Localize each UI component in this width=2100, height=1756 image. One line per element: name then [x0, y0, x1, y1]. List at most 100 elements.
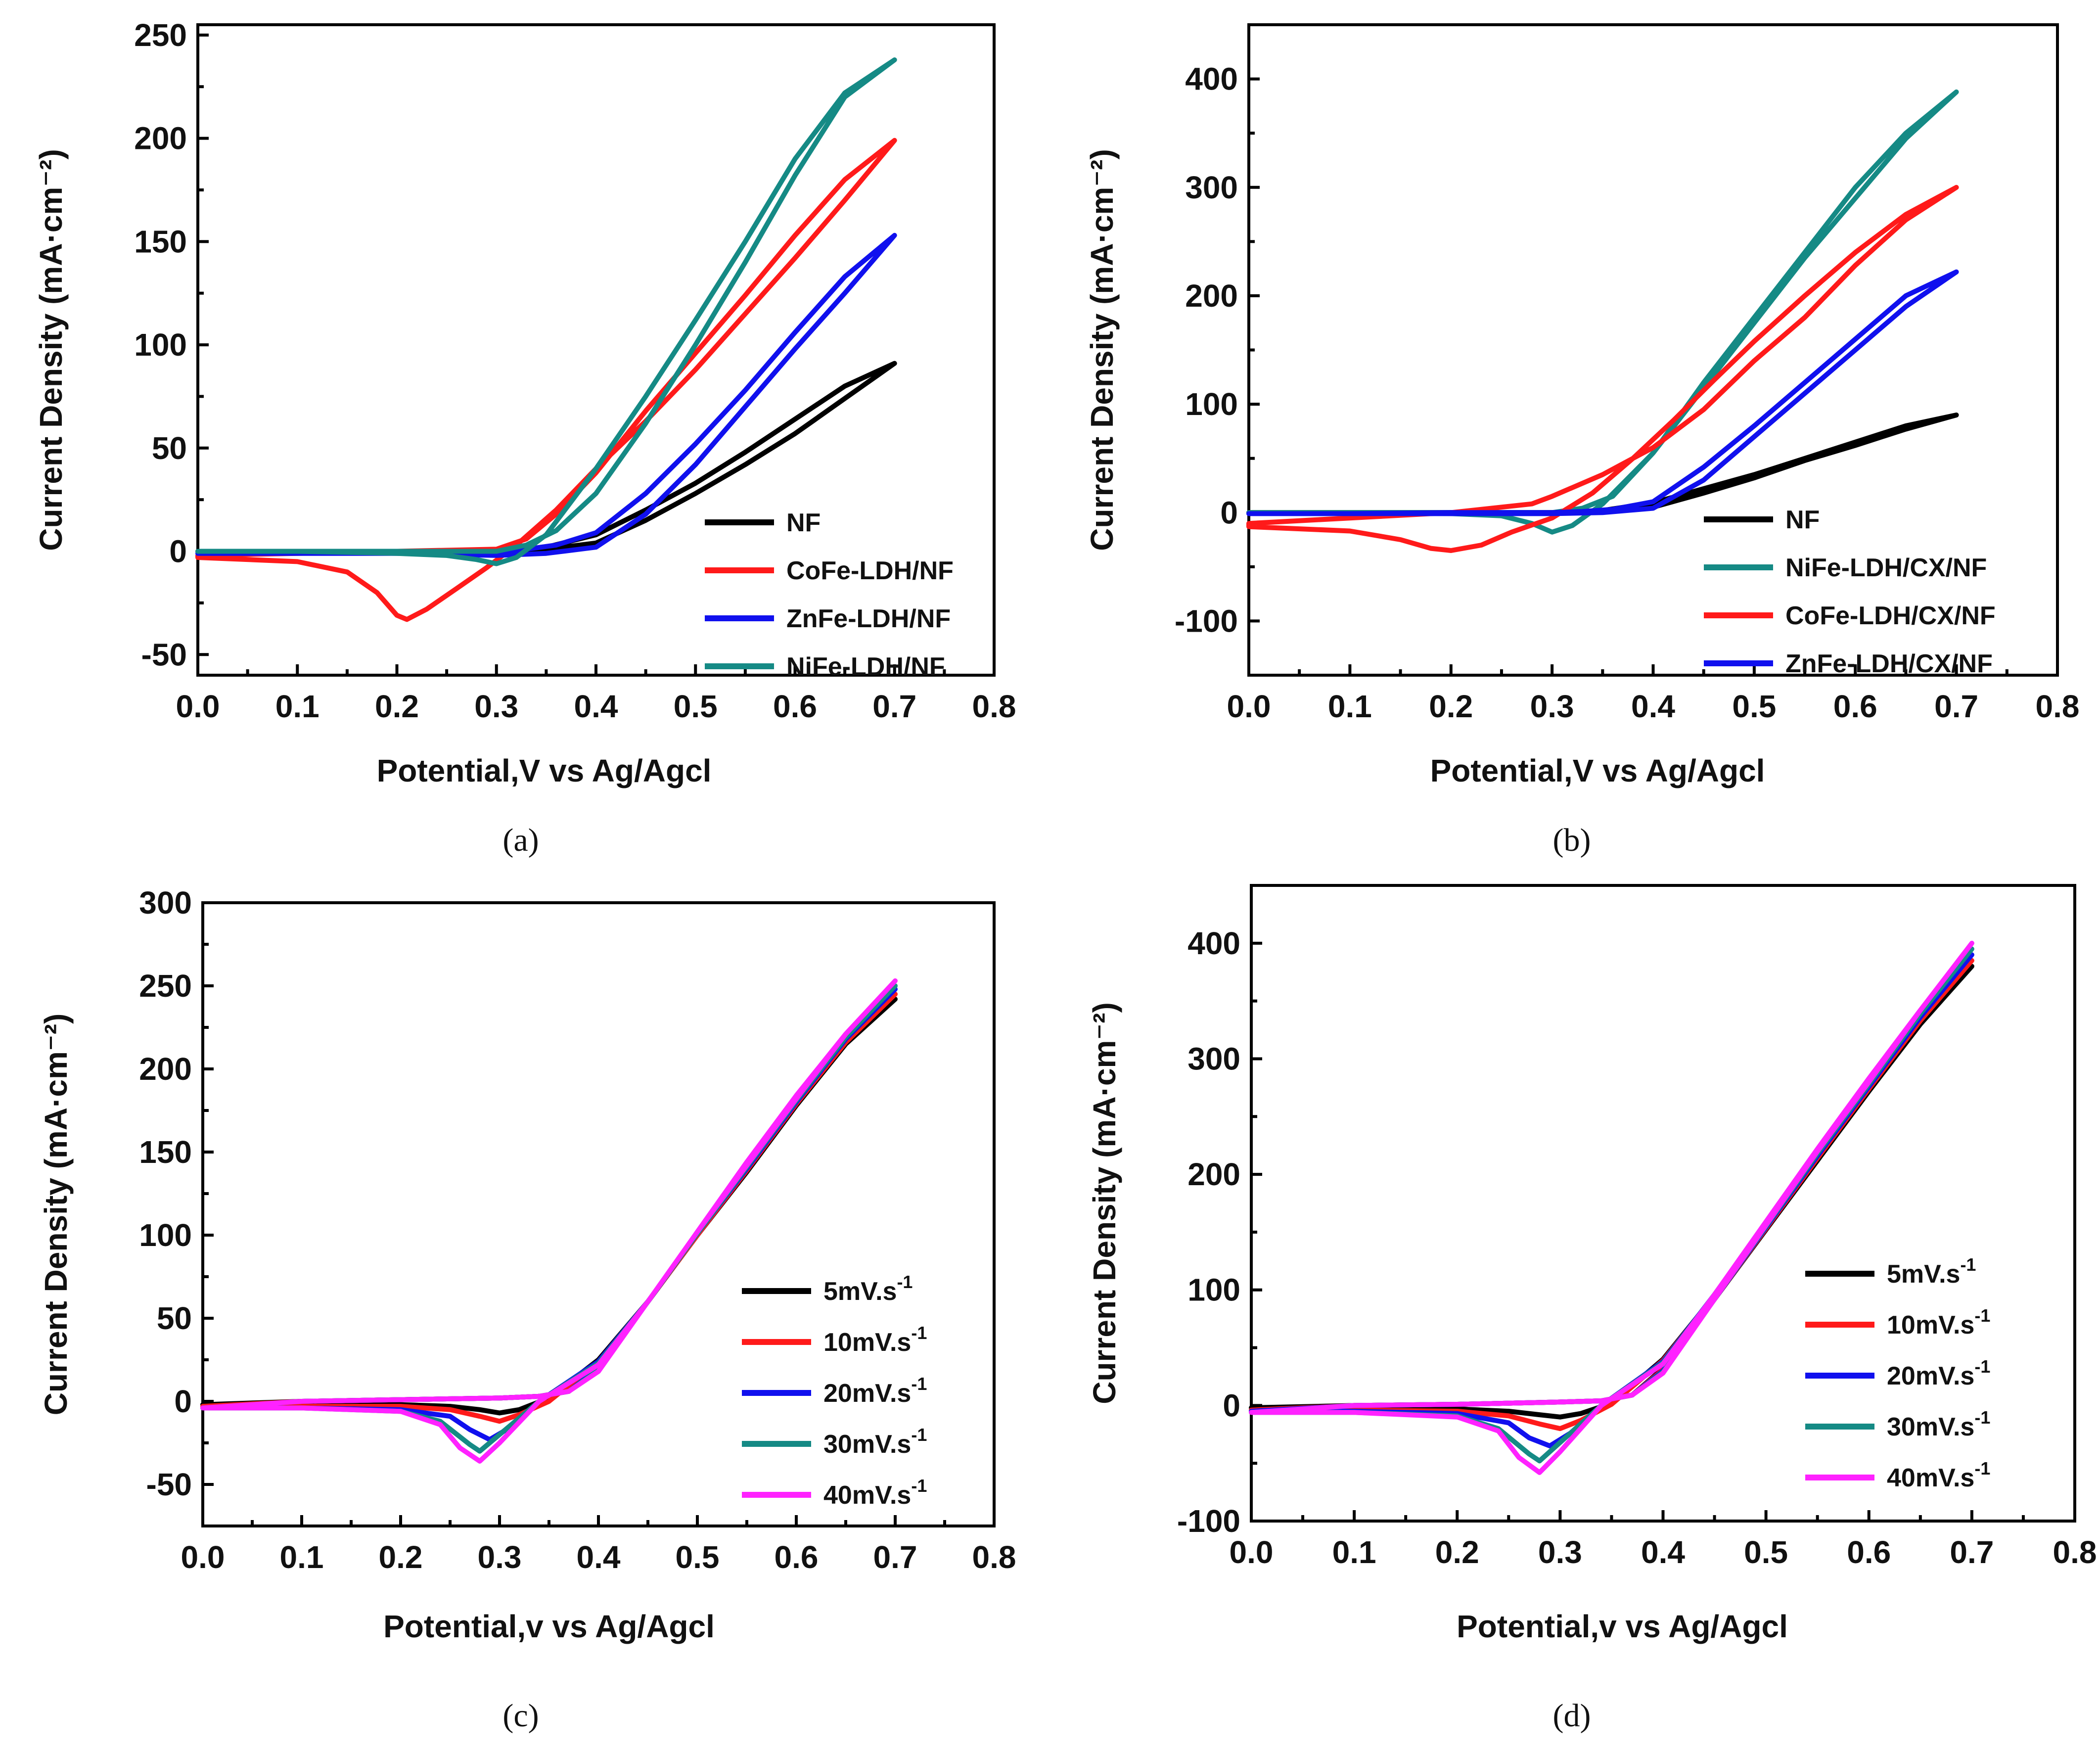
y-tick-label: 200: [134, 121, 187, 156]
y-tick-label: 50: [152, 430, 187, 466]
x-tick-label: 0.1: [1332, 1534, 1376, 1570]
x-tick-label: 0.5: [674, 689, 718, 724]
x-tick-label: 0.3: [1530, 689, 1574, 724]
legend-label: 5mV.s-1: [823, 1272, 913, 1306]
y-tick-label: 0: [174, 1384, 192, 1419]
x-tick-label: 0.5: [1744, 1534, 1788, 1570]
legend-label-superscript: -1: [1974, 1305, 1990, 1326]
legend-label-superscript: -1: [911, 1323, 927, 1343]
x-tick-label: 0.6: [773, 689, 817, 724]
y-tick-label: -100: [1177, 1503, 1240, 1539]
panel-caption: (d): [1553, 1698, 1591, 1734]
y-tick-label: 100: [139, 1217, 192, 1253]
series-line-nife-ldh-nf: [195, 57, 897, 566]
legend-label: NiFe-LDH/NF: [786, 652, 945, 681]
legend-label-text: ZnFe-LDH/NF: [786, 604, 951, 633]
legend-label: 10mV.s-1: [823, 1323, 927, 1357]
legend-label-superscript: -1: [1974, 1458, 1990, 1479]
x-tick-label: 0.1: [1328, 689, 1372, 724]
legend-label-text: NF: [1785, 506, 1820, 534]
legend-label-superscript: -1: [911, 1425, 927, 1445]
panel-caption: (c): [502, 1698, 539, 1734]
x-tick-label: 0.4: [1631, 689, 1675, 724]
legend-label-text: CoFe-LDH/CX/NF: [1785, 601, 1996, 630]
x-tick-label: 0.1: [275, 689, 320, 724]
legend-label-superscript: -1: [1974, 1356, 1990, 1377]
x-tick-label: 0.2: [1429, 689, 1473, 724]
y-tick-label: -50: [146, 1467, 192, 1502]
x-tick-label: 0.4: [577, 1539, 621, 1575]
x-axis-title: Potential,v vs Ag/Agcl: [383, 1609, 715, 1644]
series-line-10mv-s: [1249, 958, 1974, 1432]
legend-label: 20mV.s-1: [823, 1374, 927, 1408]
y-axis-title: Current Density (mA·cm⁻²): [38, 1014, 74, 1416]
legend-label: 20mV.s-1: [1887, 1356, 1990, 1390]
y-tick-label: -50: [141, 637, 187, 672]
legend-label-superscript: -1: [911, 1476, 927, 1496]
x-tick-label: 0.0: [1230, 1534, 1274, 1570]
legend-label-text: 30mV.s: [823, 1430, 911, 1459]
x-tick-label: 0.0: [176, 689, 220, 724]
legend-label: 30mV.s-1: [1887, 1407, 1990, 1441]
legend-label: ZnFe-LDH/NF: [786, 604, 951, 633]
series-line-5mv-s: [1249, 964, 1974, 1420]
series-line-znfe-ldh-nf: [195, 232, 897, 558]
legend-label-superscript: -1: [897, 1272, 913, 1292]
legend-label: 5mV.s-1: [1887, 1254, 1976, 1289]
y-tick-label: 400: [1185, 61, 1238, 97]
legend-label: ZnFe-LDH/CX/NF: [1785, 649, 1993, 678]
series-line-20mv-s: [1249, 952, 1974, 1449]
panel-d: 0.0 0.1 0.2 0.3 0.4 0.5 0.6 0.7 0.8 -100 0 100 200 30…: [1087, 884, 2097, 1734]
y-tick-label: 400: [1187, 925, 1240, 961]
x-tick-label: 0.0: [181, 1539, 225, 1575]
x-tick-label: 0.3: [478, 1539, 522, 1575]
x-tick-label: 0.2: [379, 1539, 423, 1575]
x-axis-title: Potential,V vs Ag/Agcl: [1430, 753, 1765, 788]
x-axis-title: Potential,v vs Ag/Agcl: [1457, 1609, 1788, 1644]
y-axis-title: Current Density (mA·cm⁻²): [33, 149, 69, 551]
legend-label-text: 40mV.s: [823, 1481, 911, 1510]
x-axis-title: Potential,V vs Ag/Agcl: [377, 753, 712, 788]
series-line-20mv-s: [200, 986, 898, 1442]
y-tick-label: 300: [1185, 170, 1238, 205]
series-line-cofe-ldh-nf: [195, 138, 897, 622]
panel-a: 0.0 0.1 0.2 0.3 0.4 0.5 0.6 0.7 0.8 -50 0 50 100 150 2…: [33, 17, 1016, 858]
y-tick-label: 250: [139, 968, 192, 1004]
x-tick-label: 0.5: [1732, 689, 1776, 724]
legend-label-text: NiFe-LDH/CX/NF: [1785, 554, 1987, 582]
legend-label-text: 20mV.s: [1887, 1362, 1974, 1390]
x-tick-label: 0.6: [1847, 1534, 1891, 1570]
legend-label: CoFe-LDH/CX/NF: [1785, 601, 1996, 630]
y-tick-label: 300: [139, 885, 192, 921]
x-tick-label: 0.7: [1934, 689, 1978, 724]
legend-label: NF: [786, 508, 821, 537]
legend: NF NiFe-LDH/CX/NF CoFe-LDH/CX/NF ZnFe-LDH/C…: [1704, 506, 1996, 678]
y-tick-label: 200: [1187, 1156, 1240, 1192]
legend-label-text: 40mV.s: [1887, 1464, 1974, 1492]
x-tick-label: 0.3: [1538, 1534, 1582, 1570]
x-tick-label: 0.7: [872, 689, 916, 724]
legend-label-text: 5mV.s: [823, 1277, 897, 1306]
legend-label: NF: [1785, 506, 1820, 534]
x-tick-label: 0.6: [775, 1539, 819, 1575]
y-tick-label: 0: [1220, 495, 1238, 530]
y-tick-label: 0: [1223, 1387, 1240, 1423]
y-tick-label: 200: [1185, 278, 1238, 314]
x-tick-label: 0.5: [676, 1539, 720, 1575]
x-tick-label: 0.1: [280, 1539, 324, 1575]
x-tick-label: 0.0: [1227, 689, 1271, 724]
series-line-10mv-s: [200, 991, 898, 1424]
y-tick-label: 300: [1187, 1041, 1240, 1076]
legend-label-text: CoFe-LDH/NF: [786, 556, 954, 585]
legend-label: 40mV.s-1: [1887, 1458, 1990, 1492]
legend-label-superscript: -1: [911, 1374, 927, 1394]
legend-label-superscript: -1: [1960, 1254, 1976, 1275]
x-tick-label: 0.8: [972, 689, 1016, 724]
panel-c: 0.0 0.1 0.2 0.3 0.4 0.5 0.6 0.7 0.8 -50 0 50 100 150 2…: [38, 885, 1016, 1734]
panel-caption: (a): [502, 822, 539, 858]
legend-label-text: NiFe-LDH/NF: [786, 652, 945, 681]
x-tick-label: 0.8: [2036, 689, 2080, 724]
x-tick-label: 0.3: [474, 689, 518, 724]
